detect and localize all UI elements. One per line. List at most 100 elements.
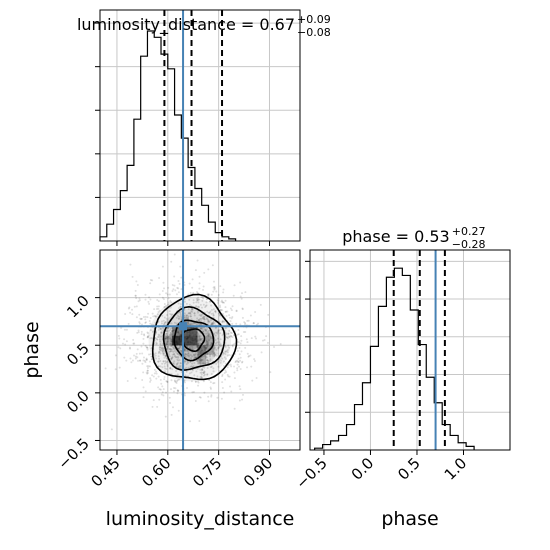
sample-point [170, 344, 173, 347]
sample-point [225, 315, 228, 318]
sample-point [200, 320, 203, 323]
sample-point [158, 398, 161, 401]
sample-point [227, 332, 230, 335]
sample-point [267, 313, 270, 316]
sample-point [147, 332, 150, 335]
sample-point [206, 353, 209, 356]
sample-point [207, 332, 210, 335]
sample-point [212, 370, 215, 373]
sample-point [231, 345, 234, 348]
sample-point [218, 358, 221, 361]
title-luminosity-distance: luminosity_distance = 0.67 [77, 15, 295, 35]
ticks [95, 297, 270, 455]
sample-point [184, 314, 187, 317]
sample-point [167, 326, 170, 329]
sample-point [238, 346, 241, 349]
sample-point [148, 353, 151, 356]
sample-point [196, 375, 199, 378]
sample-point [158, 334, 161, 337]
sample-point [247, 319, 250, 322]
sample-point [218, 314, 221, 317]
sample-point [143, 333, 146, 336]
sample-point [149, 379, 152, 382]
sample-point [209, 386, 212, 389]
sample-point [160, 327, 163, 330]
sample-point [206, 345, 209, 348]
sample-point [213, 355, 216, 358]
sample-point [241, 292, 244, 295]
sample-point [156, 336, 159, 339]
sample-point [135, 280, 138, 283]
sample-point [155, 357, 158, 360]
sample-point [209, 319, 212, 322]
sample-point [207, 400, 210, 403]
sample-point [195, 345, 198, 348]
sample-point [212, 290, 215, 293]
sample-point [204, 355, 207, 358]
sample-point [171, 329, 174, 332]
sample-point [186, 330, 189, 333]
sample-point [241, 308, 244, 311]
sample-point [129, 263, 132, 266]
sample-point [221, 334, 224, 337]
sample-point [136, 348, 139, 351]
sample-point [157, 350, 160, 353]
sample-point [212, 332, 215, 335]
sample-point [158, 338, 161, 341]
sample-point [230, 365, 233, 368]
sample-point [240, 335, 243, 338]
sample-point [196, 298, 199, 301]
sample-point [229, 331, 232, 334]
sample-point [145, 357, 148, 360]
sample-point [210, 341, 213, 344]
sample-point [138, 352, 141, 355]
hist-phase-panel: −0.5 0.0 0.5 1.0 phase phase = 0.53 +0.27 −… [292, 225, 511, 530]
sample-point [233, 407, 236, 410]
sample-point [176, 314, 179, 317]
sample-point [138, 359, 141, 362]
sample-point [147, 312, 150, 315]
sample-point [134, 355, 137, 358]
sample-point [142, 315, 145, 318]
sample-point [253, 359, 256, 362]
title-sub: −0.08 [297, 26, 331, 39]
sample-point [224, 353, 227, 356]
sample-point [174, 381, 177, 384]
sample-point [214, 310, 217, 313]
sample-point [230, 332, 233, 335]
sample-point [126, 379, 129, 382]
sample-point [203, 366, 206, 369]
sample-point [239, 356, 242, 359]
sample-point [148, 296, 151, 299]
sample-point [221, 312, 224, 315]
sample-point [166, 364, 169, 367]
sample-point [228, 354, 231, 357]
sample-point [186, 333, 189, 336]
sample-point [201, 358, 204, 361]
title-main: luminosity_distance = 0.67 [77, 15, 295, 35]
sample-point [179, 305, 182, 308]
sample-point [165, 380, 168, 383]
sample-point [200, 373, 203, 376]
sample-point [210, 293, 213, 296]
sample-point [199, 303, 202, 306]
sample-point [193, 312, 196, 315]
sample-point [169, 306, 172, 309]
sample-point [157, 335, 160, 338]
sample-point [193, 312, 196, 315]
sample-point [221, 375, 224, 378]
sample-point [173, 329, 176, 332]
sample-point [157, 307, 160, 310]
sample-point [216, 331, 219, 334]
sample-point [157, 311, 160, 314]
sample-point [197, 381, 200, 384]
sample-point [212, 367, 215, 370]
sample-point [208, 333, 211, 336]
sample-point [183, 312, 186, 315]
sample-point [155, 338, 158, 341]
sample-point [185, 302, 188, 305]
sample-point [235, 309, 238, 312]
sample-point [217, 347, 220, 350]
sample-point [177, 347, 180, 350]
sample-point [165, 317, 168, 320]
